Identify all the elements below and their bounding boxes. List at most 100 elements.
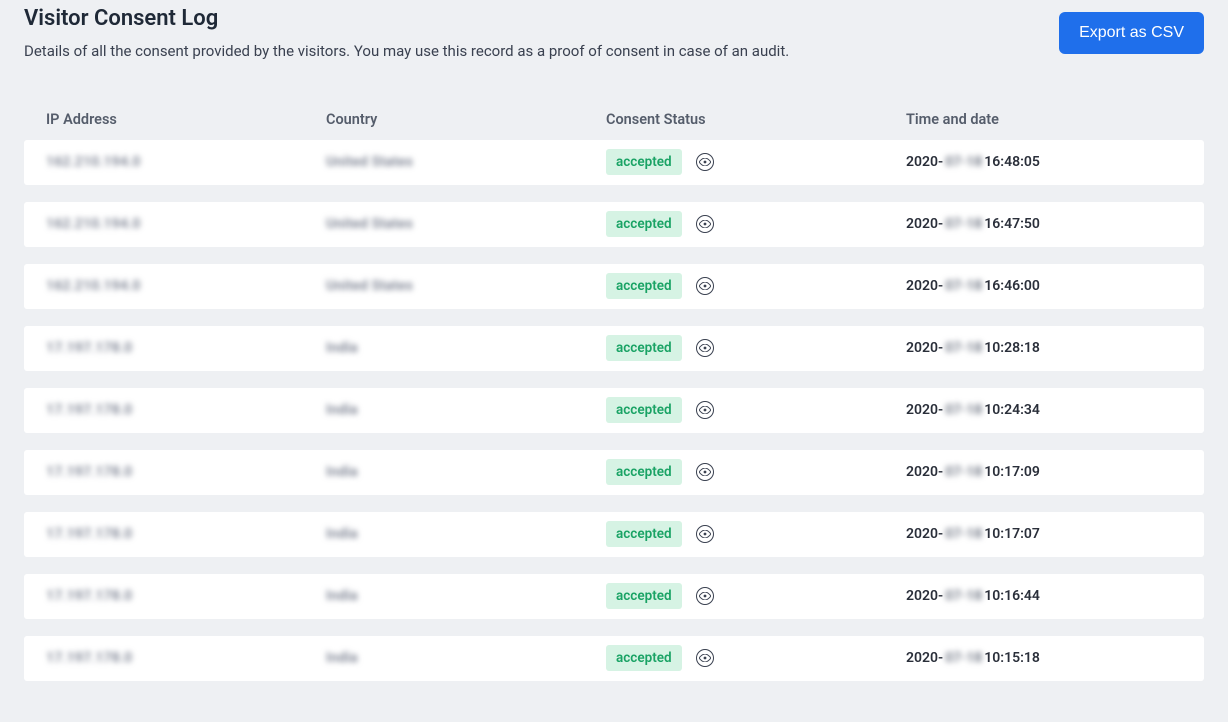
status-badge: accepted xyxy=(606,583,682,609)
cell-ip: 162.210.194.0 xyxy=(46,216,326,232)
cell-datetime: 2020-07-18 16:46:00 xyxy=(906,278,1182,294)
cell-country: United States xyxy=(326,154,606,170)
cell-datetime: 2020-07-18 10:24:34 xyxy=(906,402,1182,418)
cell-status: accepted xyxy=(606,521,906,547)
header-text-block: Visitor Consent Log Details of all the c… xyxy=(24,6,789,62)
cell-status: accepted xyxy=(606,645,906,671)
cell-country: India xyxy=(326,650,606,666)
col-ip: IP Address xyxy=(46,111,326,128)
time-value: 10:24:34 xyxy=(984,402,1040,418)
cell-datetime: 2020-07-18 16:47:50 xyxy=(906,216,1182,232)
date-prefix: 2020- xyxy=(906,278,943,294)
status-badge: accepted xyxy=(606,273,682,299)
cell-datetime: 2020-07-18 10:16:44 xyxy=(906,588,1182,604)
consent-table: IP Address Country Consent Status Time a… xyxy=(24,100,1204,681)
time-value: 16:48:05 xyxy=(984,154,1040,170)
cell-status: accepted xyxy=(606,211,906,237)
cell-status: accepted xyxy=(606,459,906,485)
time-value: 10:16:44 xyxy=(984,588,1040,604)
date-prefix: 2020- xyxy=(906,588,943,604)
col-datetime: Time and date xyxy=(906,111,1182,128)
time-value: 10:28:18 xyxy=(984,340,1040,356)
status-badge: accepted xyxy=(606,397,682,423)
date-blurred: 07-18 xyxy=(943,588,984,604)
cell-ip: 162.210.194.0 xyxy=(46,154,326,170)
cell-country: India xyxy=(326,526,606,542)
page-header: Visitor Consent Log Details of all the c… xyxy=(24,0,1204,62)
consent-log-page: Visitor Consent Log Details of all the c… xyxy=(0,0,1228,722)
time-value: 16:47:50 xyxy=(984,216,1040,232)
time-value: 10:17:09 xyxy=(984,464,1040,480)
table-row: 17.197.178.0Indiaaccepted 2020-07-18 10:1… xyxy=(24,574,1204,619)
cell-country: United States xyxy=(326,278,606,294)
cell-ip: 17.197.178.0 xyxy=(46,340,326,356)
status-badge: accepted xyxy=(606,335,682,361)
table-row: 162.210.194.0United Statesaccepted 2020-0… xyxy=(24,202,1204,247)
cell-country: United States xyxy=(326,216,606,232)
table-row: 17.197.178.0Indiaaccepted2020-07-18 10:1… xyxy=(24,636,1204,681)
cell-datetime: 2020-07-18 10:17:07 xyxy=(906,526,1182,542)
col-status: Consent Status xyxy=(606,111,906,128)
date-blurred: 07-18 xyxy=(943,154,984,170)
table-row: 17.197.178.0Indiaaccepted 2020-07-18 10:1… xyxy=(24,512,1204,557)
date-blurred: 07-18 xyxy=(943,402,984,418)
status-badge: accepted xyxy=(606,211,682,237)
status-badge: accepted xyxy=(606,645,682,671)
col-country: Country xyxy=(326,111,606,128)
cell-country: India xyxy=(326,464,606,480)
date-prefix: 2020- xyxy=(906,340,943,356)
view-details-icon[interactable] xyxy=(696,587,714,605)
status-badge: accepted xyxy=(606,521,682,547)
status-badge: accepted xyxy=(606,459,682,485)
view-details-icon[interactable] xyxy=(696,153,714,171)
cell-country: India xyxy=(326,402,606,418)
table-row: 162.210.194.0United Statesaccepted 2020-0… xyxy=(24,264,1204,309)
table-row: 162.210.194.0United Statesaccepted 2020-0… xyxy=(24,140,1204,185)
view-details-icon[interactable] xyxy=(696,525,714,543)
cell-status: accepted xyxy=(606,273,906,299)
date-prefix: 2020- xyxy=(906,402,943,418)
date-blurred: 07-18 xyxy=(943,216,984,232)
date-prefix: 2020- xyxy=(906,650,943,666)
view-details-icon[interactable] xyxy=(696,401,714,419)
cell-country: India xyxy=(326,340,606,356)
cell-datetime: 2020-07-18 10:17:09 xyxy=(906,464,1182,480)
date-prefix: 2020- xyxy=(906,216,943,232)
date-blurred: 07-18 xyxy=(943,464,984,480)
cell-datetime: 2020-07-18 16:48:05 xyxy=(906,154,1182,170)
date-blurred: 07-18 xyxy=(943,650,984,666)
date-prefix: 2020- xyxy=(906,526,943,542)
time-value: 16:46:00 xyxy=(984,278,1040,294)
cell-country: India xyxy=(326,588,606,604)
cell-datetime: 2020-07-18 10:15:18 xyxy=(906,650,1182,666)
time-value: 10:15:18 xyxy=(984,650,1040,666)
table-header-row: IP Address Country Consent Status Time a… xyxy=(24,100,1204,140)
cell-ip: 17.197.178.0 xyxy=(46,526,326,542)
cell-status: accepted xyxy=(606,335,906,361)
page-subtitle: Details of all the consent provided by t… xyxy=(24,42,789,62)
cell-status: accepted xyxy=(606,583,906,609)
view-details-icon[interactable] xyxy=(696,215,714,233)
date-blurred: 07-18 xyxy=(943,340,984,356)
cell-ip: 17.197.178.0 xyxy=(46,464,326,480)
status-badge: accepted xyxy=(606,149,682,175)
table-row: 17.197.178.0Indiaaccepted2020-07-18 10:2… xyxy=(24,388,1204,433)
table-row: 17.197.178.0Indiaaccepted 2020-07-18 10:1… xyxy=(24,450,1204,495)
cell-ip: 162.210.194.0 xyxy=(46,278,326,294)
table-body: 162.210.194.0United Statesaccepted2020-0… xyxy=(24,140,1204,681)
view-details-icon[interactable] xyxy=(696,649,714,667)
page-title: Visitor Consent Log xyxy=(24,6,789,32)
view-details-icon[interactable] xyxy=(696,339,714,357)
date-prefix: 2020- xyxy=(906,464,943,480)
date-blurred: 07-18 xyxy=(943,526,984,542)
date-prefix: 2020- xyxy=(906,154,943,170)
cell-status: accepted xyxy=(606,397,906,423)
view-details-icon[interactable] xyxy=(696,463,714,481)
cell-datetime: 2020-07-18 10:28:18 xyxy=(906,340,1182,356)
export-csv-button[interactable]: Export as CSV xyxy=(1059,12,1204,54)
date-blurred: 07-18 xyxy=(943,278,984,294)
cell-status: accepted xyxy=(606,149,906,175)
table-row: 17.197.178.0Indiaaccepted 2020-07-18 10:2… xyxy=(24,326,1204,371)
view-details-icon[interactable] xyxy=(696,277,714,295)
cell-ip: 17.197.178.0 xyxy=(46,588,326,604)
